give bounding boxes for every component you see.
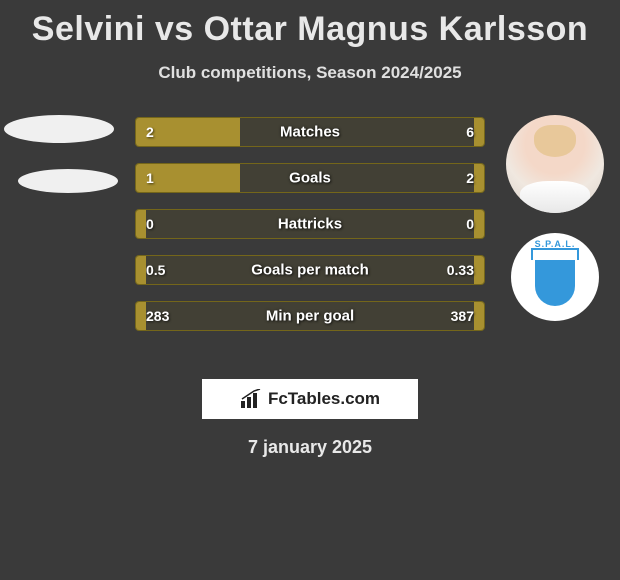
- stat-row: 0.50.33Goals per match: [135, 255, 485, 285]
- page-title: Selvini vs Ottar Magnus Karlsson: [0, 0, 620, 49]
- player-left-photo-placeholder: [4, 115, 114, 143]
- stat-row: 12Goals: [135, 163, 485, 193]
- stat-label: Matches: [136, 124, 484, 141]
- player-right-column: S.P.A.L.: [500, 115, 610, 321]
- stat-label: Min per goal: [136, 308, 484, 325]
- stat-label: Goals: [136, 170, 484, 187]
- player-right-club-badge: S.P.A.L.: [511, 233, 599, 321]
- chart-icon: [240, 389, 262, 409]
- player-left-club-placeholder: [18, 169, 118, 193]
- shield-icon: [535, 252, 575, 306]
- subtitle: Club competitions, Season 2024/2025: [0, 49, 620, 83]
- stat-row: 283387Min per goal: [135, 301, 485, 331]
- player-right-photo: [506, 115, 604, 213]
- brand-badge[interactable]: FcTables.com: [202, 379, 418, 419]
- stat-label: Hattricks: [136, 216, 484, 233]
- player-left-column: [0, 115, 120, 193]
- stat-row: 00Hattricks: [135, 209, 485, 239]
- comparison-area: S.P.A.L. 26Matches 12Goals 00Hattricks 0.50…: [0, 115, 620, 375]
- date-text: 7 january 2025: [0, 437, 620, 458]
- stat-label: Goals per match: [136, 262, 484, 279]
- stat-bars: 26Matches 12Goals 00Hattricks 0.50.33Goals …: [135, 117, 485, 347]
- stat-row: 26Matches: [135, 117, 485, 147]
- brand-text: FcTables.com: [268, 389, 380, 409]
